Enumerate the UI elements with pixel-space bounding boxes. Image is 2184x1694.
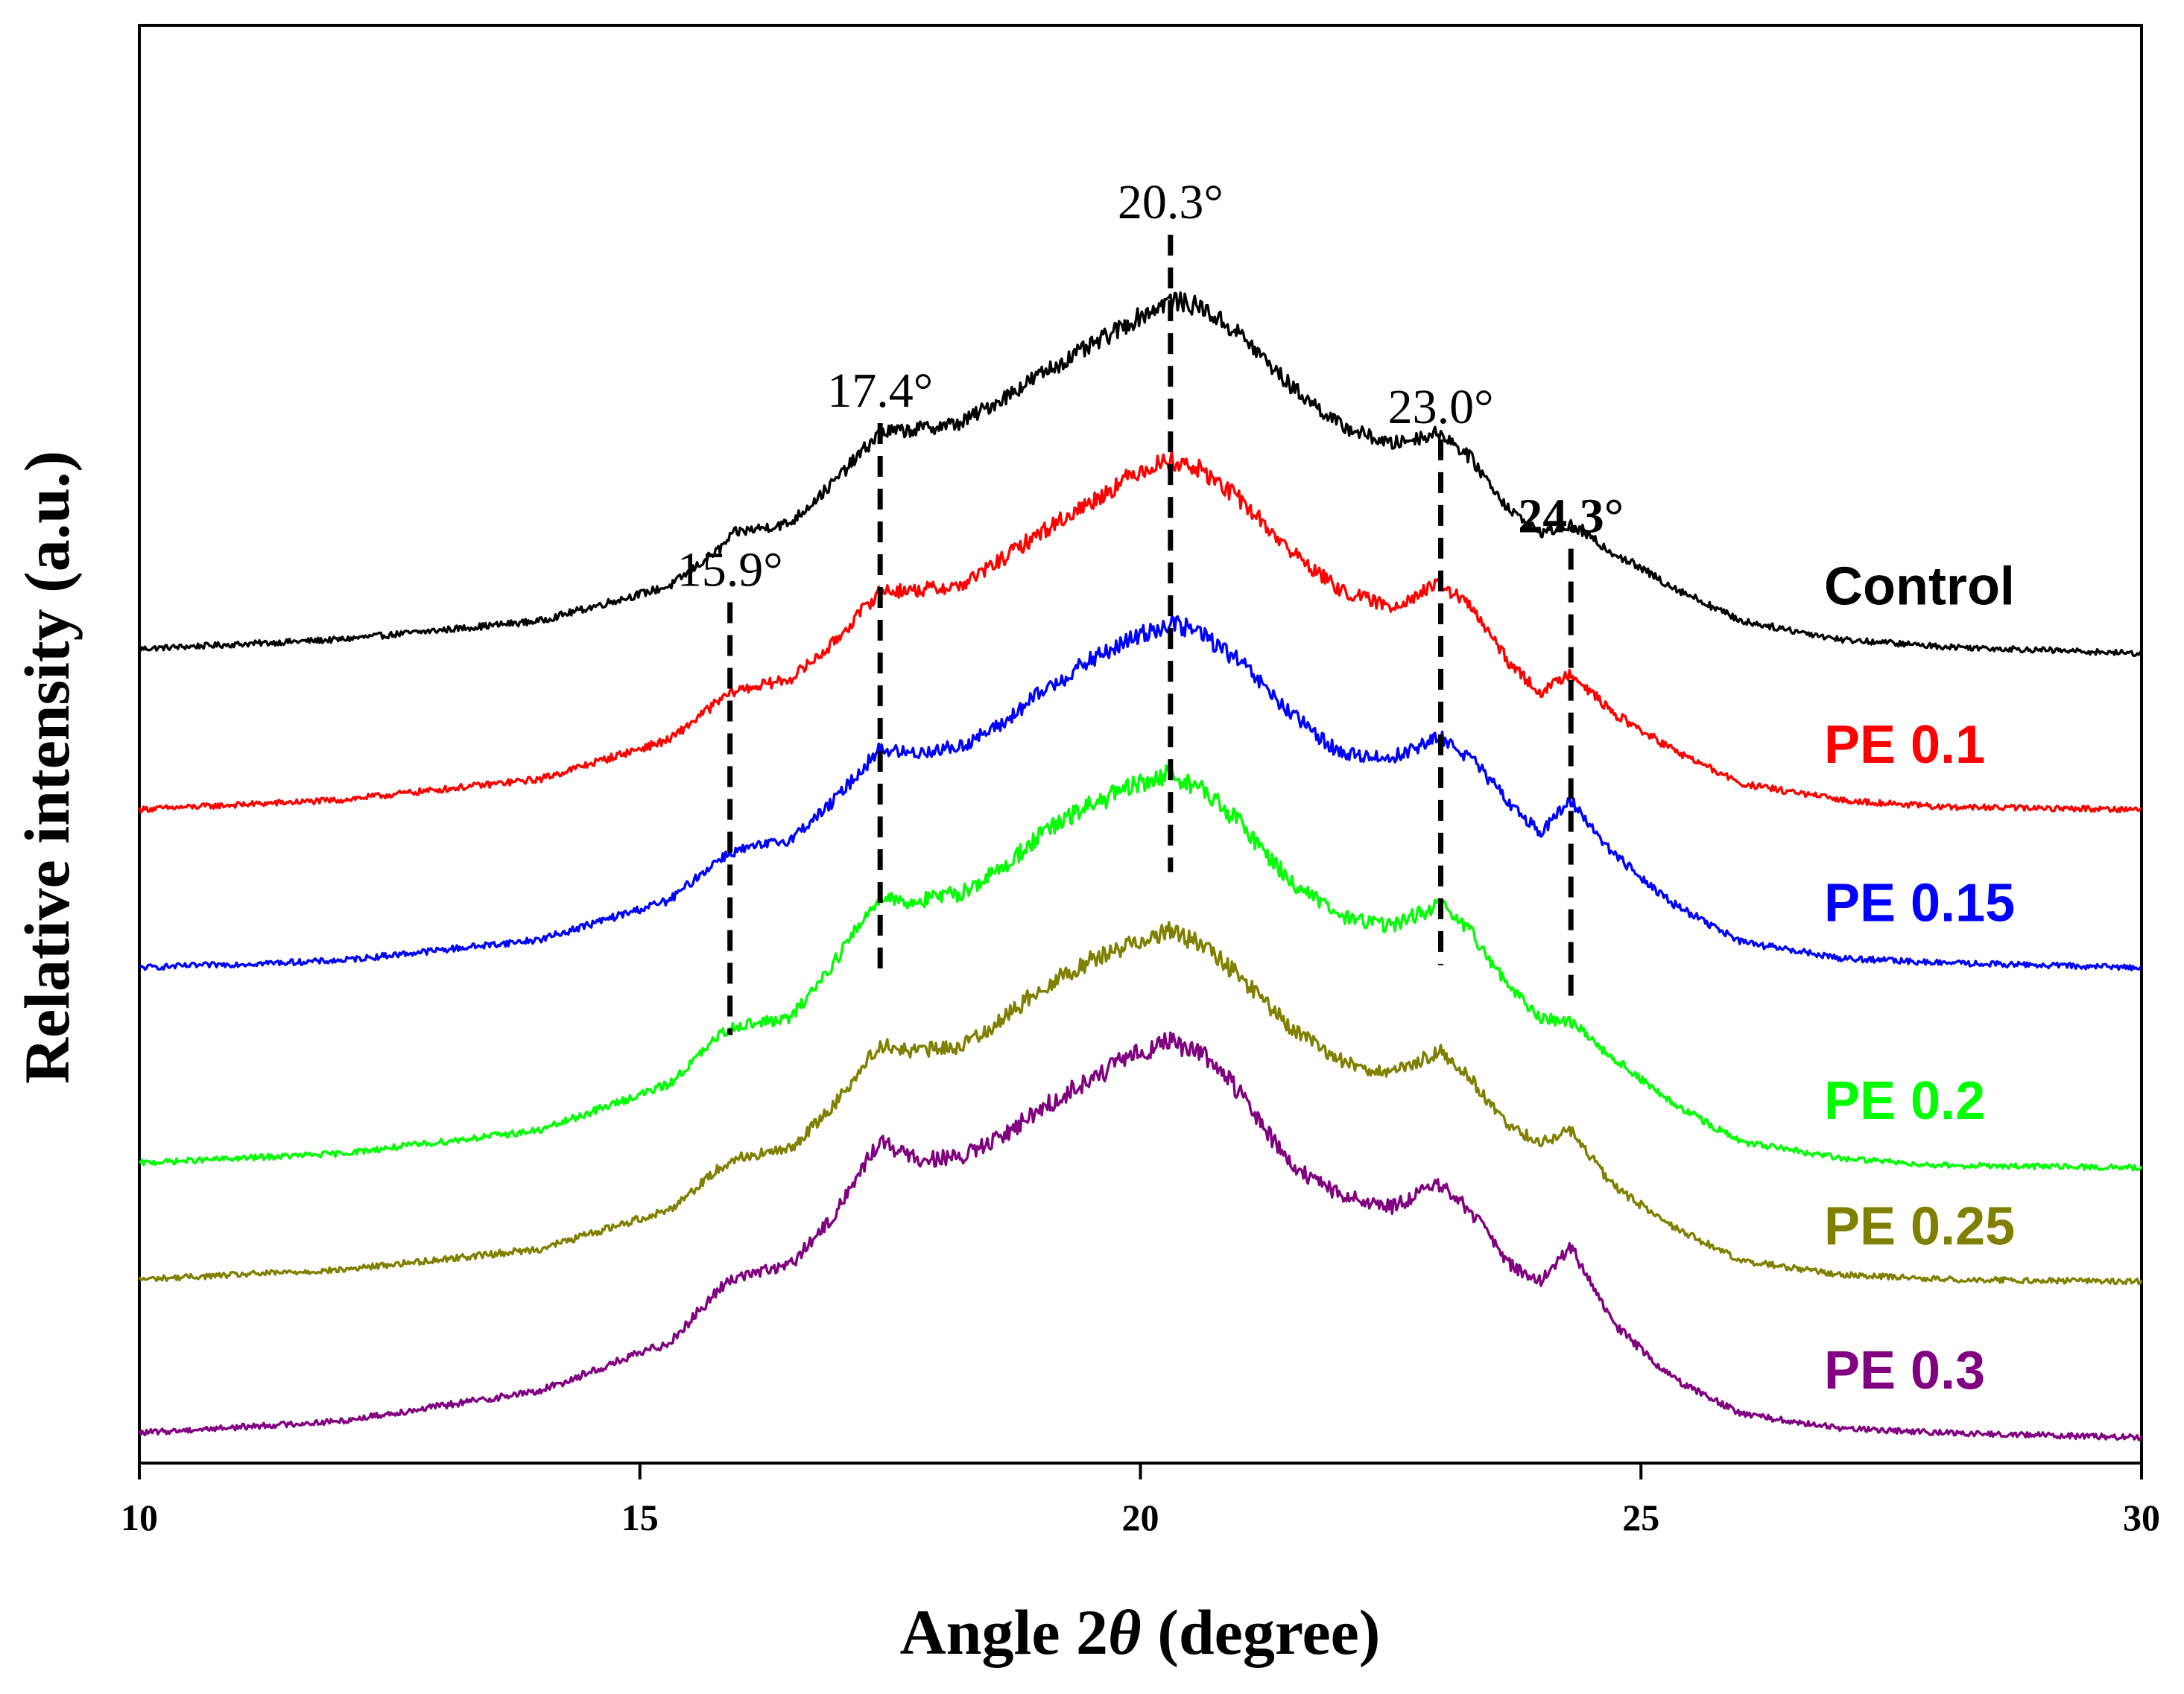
x-axis-ticks: 10 15 20 25 30 <box>121 1463 2160 1538</box>
x-axis-title: Angle 2θ (degree) <box>900 1596 1381 1668</box>
y-axis-title: Relative intensity (a.u.) <box>11 451 83 1084</box>
legend-label-pe-0-25: PE 0.25 <box>1824 1196 2015 1256</box>
legend-label-control: Control <box>1824 557 2015 617</box>
peak-label-17-4: 17.4° <box>827 364 933 418</box>
series-line-pe-0-15 <box>139 615 2143 971</box>
peak-label-15-9: 15.9° <box>677 542 783 597</box>
peak-markers: 15.9° 17.4° 20.3° 23.0° 24.3° <box>677 175 1624 1035</box>
legend-label-pe-0-1: PE 0.1 <box>1824 715 1985 775</box>
legend-label-pe-0-2: PE 0.2 <box>1824 1071 1985 1131</box>
x-tick-label-10: 10 <box>121 1497 158 1538</box>
legend-label-pe-0-15: PE 0.15 <box>1824 873 2015 933</box>
series-line-pe-0-3 <box>138 1031 2143 1441</box>
peak-label-20-3: 20.3° <box>1118 175 1224 229</box>
series-line-pe-0-2 <box>138 764 2143 1172</box>
series-line-pe-0-1 <box>138 450 2143 813</box>
peak-label-24-3: 24.3° <box>1518 489 1624 544</box>
x-tick-label-15: 15 <box>621 1497 659 1538</box>
x-tick-label-30: 30 <box>2123 1497 2160 1538</box>
series-line-control <box>138 291 2142 658</box>
x-tick-label-25: 25 <box>1622 1497 1659 1538</box>
peak-label-23: 23.0° <box>1388 380 1494 434</box>
series-group <box>138 291 2143 1441</box>
legend-label-pe-0-3: PE 0.3 <box>1824 1341 1985 1400</box>
series-line-pe-0-25 <box>138 921 2143 1286</box>
x-tick-label-20: 20 <box>1122 1497 1159 1538</box>
legend: Control PE 0.1 PE 0.15 PE 0.2 PE 0.25 PE 0.3 <box>1824 557 2015 1400</box>
